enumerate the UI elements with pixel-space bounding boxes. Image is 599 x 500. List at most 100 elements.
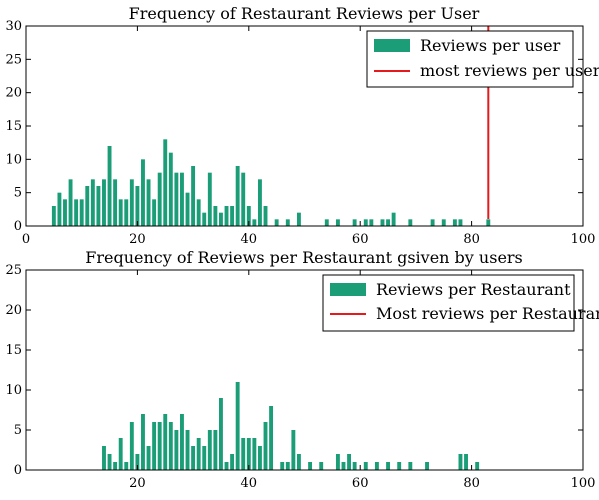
chart-title-top: Frequency of Restaurant Reviews per User <box>129 4 480 23</box>
bar-top <box>168 152 173 226</box>
legend-swatch-reviews-per-restaurant <box>330 283 366 296</box>
bar-top <box>180 172 184 226</box>
y-tick-label-top: 25 <box>5 52 22 67</box>
bar-bottom <box>163 414 168 470</box>
bar-bottom <box>363 462 368 470</box>
bar-top <box>246 206 251 226</box>
bar-top <box>241 172 246 226</box>
y-tick-label-bottom: 20 <box>5 303 22 318</box>
axes-top: 0 20 40 60 80 100 0 5 10 15 20 25 30 <box>5 19 595 247</box>
bar-top <box>90 179 95 226</box>
bar-top <box>252 219 257 226</box>
y-tick-label-top: 10 <box>5 152 22 167</box>
x-tick-label-top: 40 <box>241 232 258 247</box>
bar-top <box>363 219 368 226</box>
bar-top <box>124 199 129 226</box>
bar-bottom <box>296 454 301 470</box>
plot-frame-bottom <box>25 269 584 471</box>
bar-bottom <box>374 462 379 470</box>
bar-top <box>207 172 212 226</box>
x-tick-label-bottom: 40 <box>241 476 258 491</box>
y-tick-label-bottom: 5 <box>14 423 22 438</box>
panel-bottom: Frequency of Reviews per Restaurant gsiv… <box>5 248 599 491</box>
bar-top <box>185 192 190 226</box>
bar-top <box>324 219 329 226</box>
bar-top <box>51 206 56 226</box>
bar-bottom <box>347 454 352 470</box>
bar-bottom <box>207 430 212 470</box>
bars-bottom <box>102 382 480 470</box>
x-tick-label-top: 0 <box>22 232 30 247</box>
bar-top <box>191 166 196 226</box>
bar-top <box>141 159 145 226</box>
bar-bottom <box>285 462 290 470</box>
bar-bottom <box>458 454 463 470</box>
bar-top <box>274 219 279 226</box>
y-tick-label-top: 20 <box>5 86 22 101</box>
bar-top <box>458 219 463 226</box>
bar-top <box>202 212 207 226</box>
bar-top <box>386 219 390 226</box>
bar-top <box>224 206 229 226</box>
bar-bottom <box>408 462 413 470</box>
bar-top <box>408 219 413 226</box>
x-tick-label-top: 20 <box>129 232 146 247</box>
bar-bottom <box>397 462 402 470</box>
bar-bottom <box>124 462 129 470</box>
bar-top <box>63 199 67 226</box>
bar-bottom <box>269 406 274 470</box>
bar-top <box>235 166 240 226</box>
bar-bottom <box>168 422 173 470</box>
bars-top <box>51 26 491 226</box>
bar-bottom <box>213 430 218 470</box>
bar-bottom <box>196 438 201 470</box>
x-tick-label-top: 100 <box>571 232 596 247</box>
bar-bottom <box>257 446 262 470</box>
x-tick-label-top: 60 <box>352 232 369 247</box>
legend-bottom: Reviews per Restaurant Most reviews per … <box>322 274 599 332</box>
bar-bottom <box>113 462 118 470</box>
y-tick-label-bottom: 25 <box>5 263 22 278</box>
bar-bottom <box>219 398 223 470</box>
bar-bottom <box>308 462 313 470</box>
bar-bottom <box>129 422 134 470</box>
bar-bottom <box>464 454 468 470</box>
bar-bottom <box>185 430 190 470</box>
bar-bottom <box>252 438 257 470</box>
bar-top <box>146 179 151 226</box>
axes-bottom: 20 40 60 80 100 0 5 10 15 20 25 <box>5 263 595 491</box>
bar-bottom <box>386 462 390 470</box>
bar-bottom <box>230 454 235 470</box>
bar-top <box>129 179 134 226</box>
x-tick-label-bottom: 60 <box>352 476 369 491</box>
bar-top <box>196 199 201 226</box>
x-tick-label-top: 80 <box>463 232 480 247</box>
bar-top <box>102 179 106 226</box>
bar-top <box>85 186 90 226</box>
bar-top <box>118 199 123 226</box>
bar-bottom <box>180 414 184 470</box>
bar-bottom <box>141 414 145 470</box>
bar-top <box>152 199 157 226</box>
bar-bottom <box>146 446 151 470</box>
bar-bottom <box>152 422 157 470</box>
bar-top <box>380 219 385 226</box>
bar-bottom <box>102 446 106 470</box>
legend-label-reviews-per-restaurant: Reviews per Restaurant <box>376 280 571 299</box>
bar-bottom <box>191 446 196 470</box>
bar-top <box>285 219 290 226</box>
y-tick-label-top: 0 <box>14 219 22 234</box>
bar-bottom <box>263 422 268 470</box>
y-tick-label-top: 15 <box>5 119 22 134</box>
bar-top <box>219 212 223 226</box>
bar-top <box>113 179 118 226</box>
legend-label-most-reviews-per-user: most reviews per user <box>420 61 599 80</box>
bar-bottom <box>475 462 480 470</box>
bar-top <box>79 199 84 226</box>
bar-top <box>57 192 62 226</box>
legend-label-reviews-per-user: Reviews per user <box>420 36 561 55</box>
bar-bottom <box>235 382 240 470</box>
bar-bottom <box>202 446 207 470</box>
bar-top <box>263 206 268 226</box>
